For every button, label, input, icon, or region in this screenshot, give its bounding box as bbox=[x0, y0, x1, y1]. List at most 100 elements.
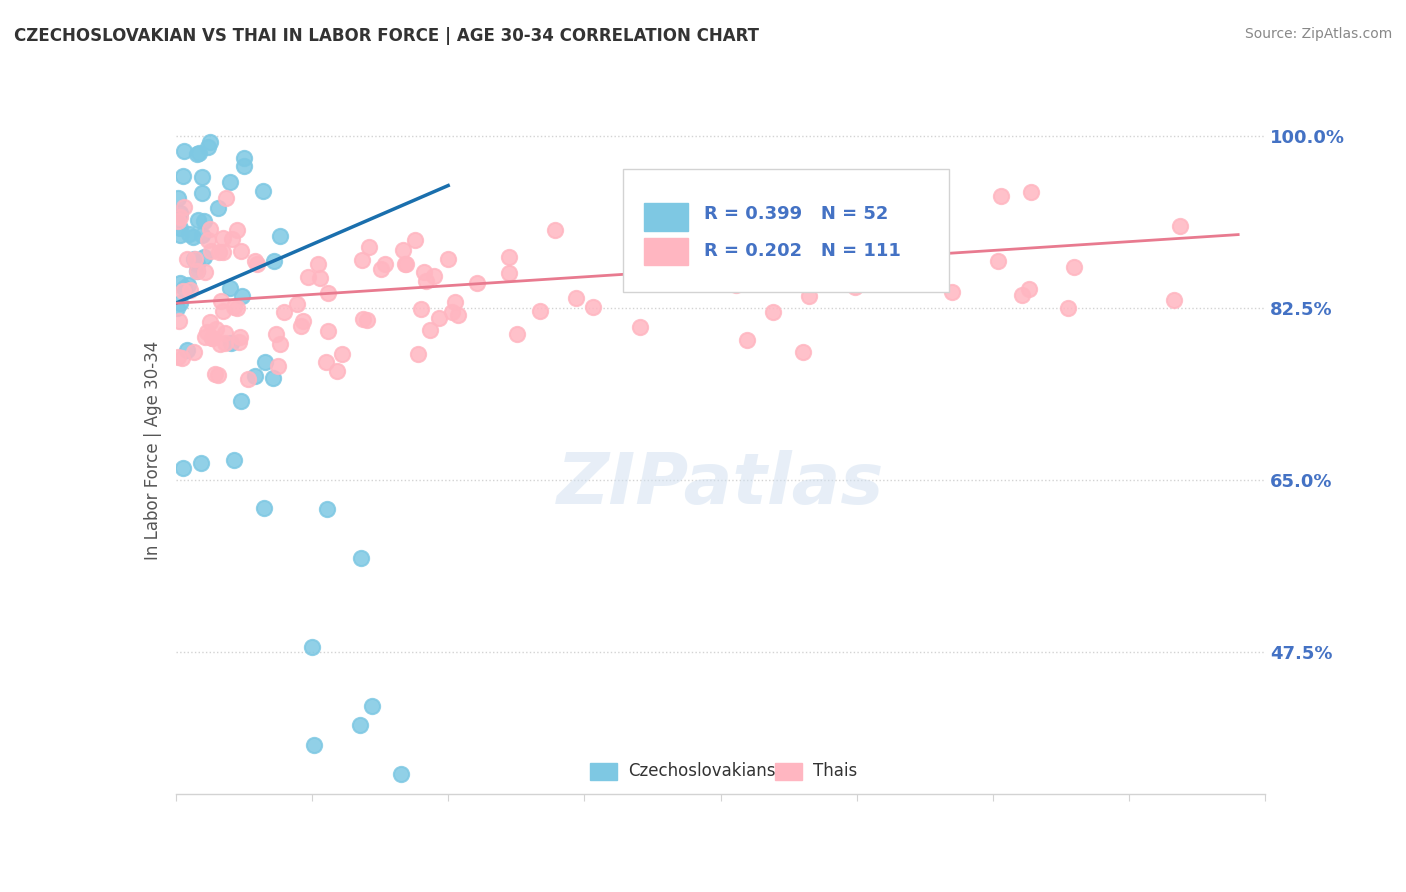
Point bbox=[209, 336, 232, 351]
Point bbox=[797, 288, 820, 302]
Point bbox=[200, 331, 222, 345]
Point bbox=[419, 323, 441, 337]
Point bbox=[1063, 260, 1085, 275]
Point bbox=[444, 295, 467, 310]
Point bbox=[167, 191, 190, 205]
Point bbox=[186, 264, 208, 278]
Point bbox=[191, 170, 214, 185]
Point bbox=[415, 274, 437, 288]
Point bbox=[207, 202, 229, 216]
Point bbox=[229, 329, 252, 343]
Point bbox=[197, 140, 219, 154]
Point bbox=[287, 297, 309, 311]
Point bbox=[209, 293, 232, 308]
Point bbox=[194, 330, 217, 344]
Point bbox=[316, 285, 339, 300]
Point bbox=[169, 227, 191, 242]
Point bbox=[392, 244, 415, 258]
FancyBboxPatch shape bbox=[591, 763, 617, 780]
Point bbox=[194, 264, 217, 278]
Point bbox=[465, 276, 488, 290]
Point bbox=[207, 368, 229, 382]
Point bbox=[325, 364, 347, 378]
Point bbox=[762, 305, 785, 319]
Point bbox=[786, 242, 808, 256]
Point bbox=[318, 324, 340, 338]
Point bbox=[356, 313, 378, 327]
Point bbox=[302, 738, 325, 752]
Point bbox=[172, 169, 194, 183]
Point bbox=[176, 343, 198, 358]
Point bbox=[208, 245, 231, 260]
Point bbox=[169, 276, 191, 290]
Y-axis label: In Labor Force | Age 30-34: In Labor Force | Age 30-34 bbox=[143, 341, 162, 560]
FancyBboxPatch shape bbox=[623, 169, 949, 293]
Point bbox=[725, 277, 748, 292]
Point bbox=[167, 350, 190, 364]
Point bbox=[352, 253, 374, 268]
Point bbox=[269, 228, 291, 243]
Point bbox=[349, 718, 371, 732]
Point bbox=[269, 337, 291, 351]
Point bbox=[252, 184, 274, 198]
Point bbox=[221, 232, 243, 246]
Point bbox=[747, 208, 769, 222]
Point bbox=[297, 270, 319, 285]
Point bbox=[214, 336, 236, 351]
Point bbox=[204, 368, 226, 382]
Point bbox=[226, 301, 249, 315]
Point bbox=[395, 257, 418, 271]
Point bbox=[197, 233, 219, 247]
Point bbox=[173, 200, 195, 214]
Point bbox=[211, 245, 233, 260]
Point bbox=[404, 233, 426, 247]
Point bbox=[447, 308, 470, 322]
Point bbox=[941, 285, 963, 299]
Point bbox=[219, 175, 242, 189]
Text: R = 0.399   N = 52: R = 0.399 N = 52 bbox=[704, 204, 889, 222]
Point bbox=[498, 250, 520, 264]
Point bbox=[215, 191, 238, 205]
Point bbox=[186, 257, 208, 271]
Point bbox=[200, 331, 222, 345]
Point bbox=[183, 252, 205, 266]
Point bbox=[173, 281, 195, 295]
Point bbox=[357, 240, 380, 254]
Point bbox=[389, 767, 412, 781]
Point bbox=[330, 347, 353, 361]
Point bbox=[273, 305, 295, 319]
Point bbox=[198, 315, 221, 329]
Text: ZIPatlas: ZIPatlas bbox=[557, 450, 884, 519]
Point bbox=[754, 235, 776, 250]
Point bbox=[544, 223, 567, 237]
Point bbox=[233, 152, 256, 166]
Point bbox=[1057, 301, 1080, 315]
Point bbox=[394, 257, 416, 271]
Point bbox=[176, 277, 198, 292]
Point bbox=[360, 698, 382, 713]
Point bbox=[219, 335, 242, 350]
Point bbox=[290, 318, 312, 333]
Point bbox=[309, 271, 332, 285]
Point bbox=[254, 354, 277, 368]
Point bbox=[184, 252, 207, 267]
Point bbox=[628, 319, 651, 334]
Text: Czechoslovakians: Czechoslovakians bbox=[628, 763, 776, 780]
Point bbox=[181, 229, 204, 244]
Point bbox=[582, 300, 605, 314]
Point bbox=[183, 345, 205, 359]
Point bbox=[243, 253, 266, 268]
Point bbox=[307, 256, 329, 270]
Text: Source: ZipAtlas.com: Source: ZipAtlas.com bbox=[1244, 27, 1392, 41]
Point bbox=[413, 265, 436, 279]
Point bbox=[187, 146, 209, 161]
Point bbox=[169, 296, 191, 310]
Text: CZECHOSLOVAKIAN VS THAI IN LABOR FORCE | AGE 30-34 CORRELATION CHART: CZECHOSLOVAKIAN VS THAI IN LABOR FORCE |… bbox=[14, 27, 759, 45]
Point bbox=[262, 371, 284, 385]
Point bbox=[411, 301, 433, 316]
Point bbox=[214, 326, 236, 340]
Point bbox=[219, 281, 242, 295]
Point bbox=[316, 502, 339, 516]
Point bbox=[370, 261, 392, 276]
Point bbox=[238, 372, 260, 386]
